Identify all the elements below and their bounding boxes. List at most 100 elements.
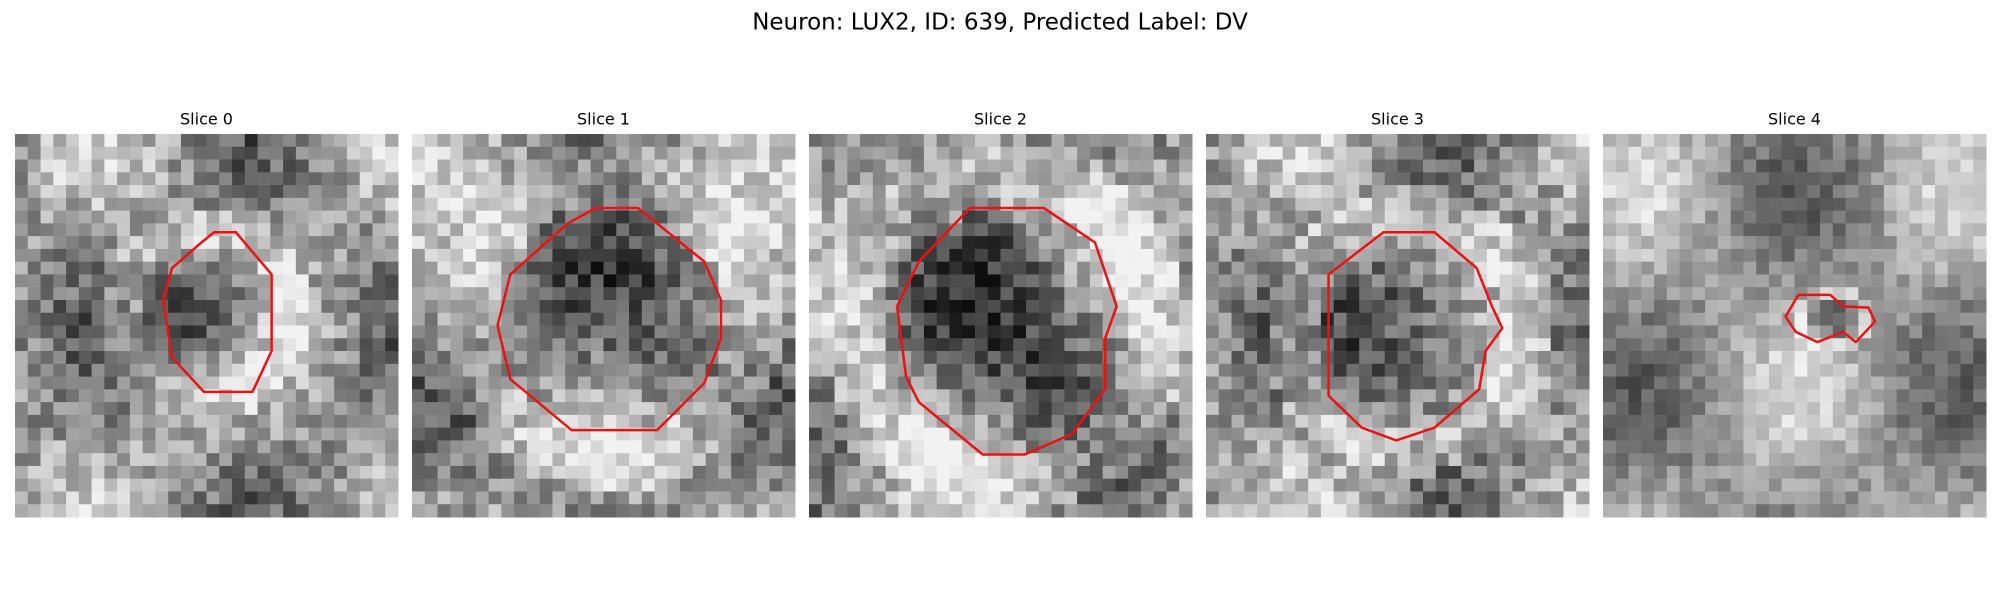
- image-pixel: [1743, 197, 1757, 212]
- image-pixel: [1026, 312, 1040, 326]
- image-pixel: [1883, 299, 1898, 314]
- image-pixel: [1563, 414, 1577, 429]
- image-pixel: [155, 478, 169, 492]
- image-pixel: [987, 440, 1001, 454]
- image-pixel: [1934, 478, 1949, 492]
- image-pixel: [1692, 236, 1706, 250]
- image-pixel: [756, 402, 770, 416]
- image-pixel: [1474, 504, 1488, 518]
- image-pixel: [346, 185, 361, 199]
- image-pixel: [117, 491, 131, 505]
- image-pixel: [450, 402, 464, 416]
- image-pixel: [1051, 197, 1065, 212]
- image-pixel: [1410, 491, 1424, 505]
- image-pixel: [53, 159, 67, 173]
- image-pixel: [1077, 427, 1091, 441]
- image-pixel: [692, 338, 707, 352]
- image-pixel: [667, 478, 681, 492]
- image-pixel: [1947, 159, 1961, 173]
- image-pixel: [1346, 146, 1360, 161]
- image-pixel: [219, 185, 233, 199]
- image-pixel: [962, 261, 976, 275]
- image-pixel: [1641, 299, 1655, 314]
- image-pixel: [53, 376, 67, 390]
- image-pixel: [1102, 299, 1116, 314]
- image-pixel: [1512, 159, 1526, 173]
- image-pixel: [923, 223, 938, 237]
- image-pixel: [117, 440, 131, 454]
- image-pixel: [295, 223, 310, 237]
- image-pixel: [1615, 414, 1630, 429]
- image-pixel: [834, 465, 848, 480]
- image-pixel: [1666, 325, 1681, 339]
- panel: Slice 2: [809, 110, 1193, 518]
- image-pixel: [1013, 172, 1027, 186]
- image-pixel: [885, 453, 899, 467]
- image-pixel: [641, 325, 656, 339]
- image-pixel: [949, 504, 963, 518]
- image-pixel: [1922, 465, 1936, 480]
- image-pixel: [526, 274, 541, 288]
- image-pixel: [1717, 453, 1732, 467]
- image-pixel: [885, 389, 899, 403]
- image-pixel: [1730, 363, 1744, 378]
- image-pixel: [66, 351, 80, 365]
- image-pixel: [1179, 491, 1193, 505]
- image-pixel: [1064, 197, 1078, 212]
- image-pixel: [1371, 274, 1386, 288]
- image-pixel: [385, 389, 399, 403]
- image-pixel: [66, 478, 80, 492]
- image-pixel: [821, 478, 836, 492]
- image-pixel: [1435, 312, 1450, 326]
- image-pixel: [1679, 427, 1693, 441]
- image-pixel: [1756, 210, 1770, 224]
- image-pixel: [78, 453, 93, 467]
- image-pixel: [1960, 389, 1974, 403]
- image-pixel: [1756, 312, 1770, 326]
- image-pixel: [1359, 146, 1373, 161]
- image-pixel: [1026, 134, 1040, 148]
- image-pixel: [641, 504, 656, 518]
- image-pixel: [193, 210, 207, 224]
- image-pixel: [1013, 402, 1027, 416]
- image-pixel: [809, 299, 823, 314]
- image-pixel: [641, 248, 656, 263]
- image-pixel: [1166, 453, 1180, 467]
- image-pixel: [1435, 197, 1450, 212]
- image-pixel: [1717, 185, 1732, 199]
- image-pixel: [270, 427, 284, 441]
- image-pixel: [936, 146, 950, 161]
- image-pixel: [911, 248, 925, 263]
- image-pixel: [692, 287, 707, 301]
- image-pixel: [66, 299, 80, 314]
- image-pixel: [821, 197, 836, 212]
- image-pixel: [1666, 223, 1681, 237]
- image-pixel: [718, 210, 732, 224]
- image-pixel: [1333, 427, 1347, 441]
- image-pixel: [463, 338, 477, 352]
- image-pixel: [885, 287, 899, 301]
- image-pixel: [359, 236, 373, 250]
- image-pixel: [1206, 287, 1220, 301]
- image-pixel: [463, 299, 477, 314]
- image-pixel: [1448, 223, 1462, 237]
- image-pixel: [1603, 236, 1617, 250]
- image-pixel: [1743, 159, 1757, 173]
- image-pixel: [782, 465, 796, 480]
- image-pixel: [987, 351, 1001, 365]
- image-pixel: [1089, 351, 1104, 365]
- image-pixel: [1115, 274, 1129, 288]
- image-pixel: [129, 172, 144, 186]
- image-pixel: [1666, 453, 1681, 467]
- image-pixel: [346, 351, 361, 365]
- image-pixel: [1973, 402, 1987, 416]
- image-pixel: [206, 427, 220, 441]
- image-pixel: [1512, 465, 1526, 480]
- image-pixel: [705, 210, 719, 224]
- image-pixel: [463, 363, 477, 378]
- image-pixel: [1089, 146, 1104, 161]
- image-pixel: [1153, 274, 1167, 288]
- image-pixel: [1845, 478, 1859, 492]
- image-pixel: [1051, 261, 1065, 275]
